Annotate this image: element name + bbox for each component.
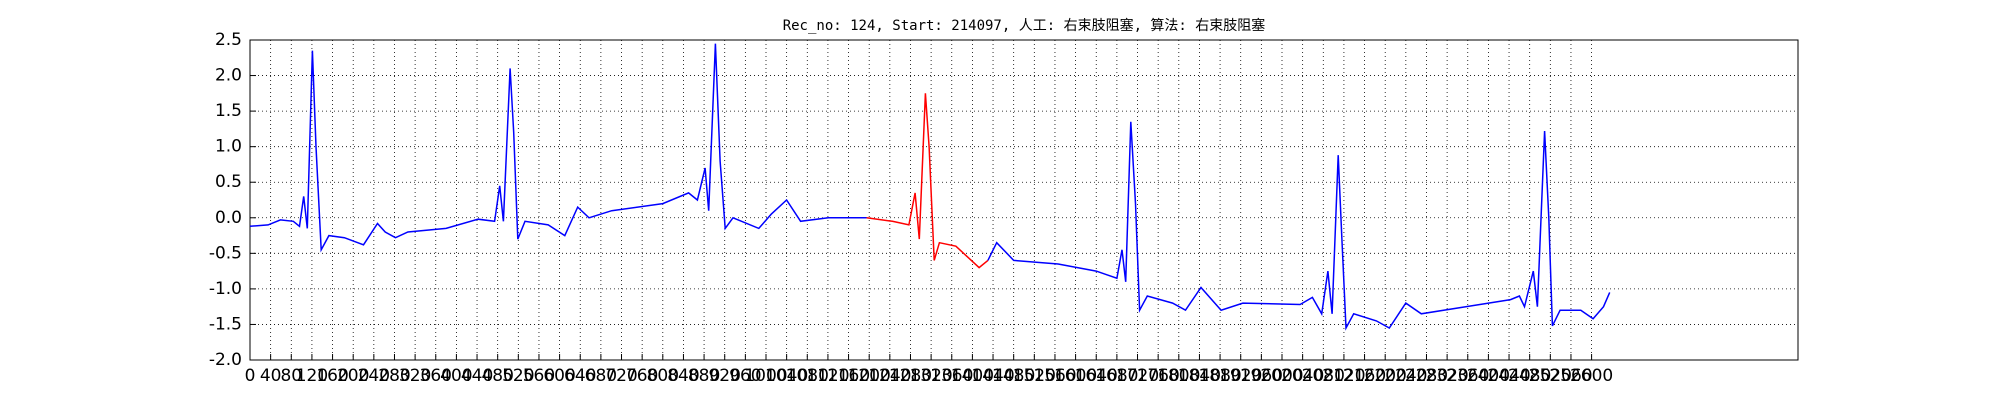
signal-line bbox=[866, 93, 989, 269]
x-tick-label: 1600 bbox=[1054, 366, 1097, 386]
x-tick-label: 600 bbox=[543, 366, 575, 386]
y-tick-label: 2.0 bbox=[215, 66, 242, 86]
y-tick-label: 0.5 bbox=[215, 172, 242, 192]
x-tick-label: 880 bbox=[688, 366, 720, 386]
x-tick-label: 400 bbox=[440, 366, 472, 386]
x-tick-label: 1840 bbox=[1178, 366, 1221, 386]
x-tick-label: 800 bbox=[647, 366, 679, 386]
x-tick-label: 2040 bbox=[1281, 366, 1324, 386]
x-tick-label: 200 bbox=[337, 366, 369, 386]
x-tick-label: 2440 bbox=[1487, 366, 1530, 386]
chart-title: Rec_no: 124, Start: 214097, 人工: 右束肢阻塞, 算… bbox=[783, 17, 1266, 34]
x-tick-label: 2000 bbox=[1260, 366, 1303, 386]
x-tick-label: 2280 bbox=[1405, 366, 1448, 386]
x-tick-label: 2200 bbox=[1364, 366, 1407, 386]
x-tick-label: 2360 bbox=[1446, 366, 1489, 386]
x-tick-label: 2560 bbox=[1549, 366, 1592, 386]
x-tick-label: 1640 bbox=[1075, 366, 1118, 386]
y-tick-label: 0.0 bbox=[215, 208, 242, 228]
x-tick-label: 2120 bbox=[1322, 366, 1365, 386]
y-tick-label: -0.5 bbox=[209, 243, 242, 263]
x-tick-label: 160 bbox=[316, 366, 348, 386]
x-tick-label: 1200 bbox=[848, 366, 891, 386]
x-tick-label: 480 bbox=[481, 366, 513, 386]
x-tick-label: 840 bbox=[667, 366, 699, 386]
y-tick-label: 1.5 bbox=[215, 101, 242, 121]
x-tick-label: 40 bbox=[260, 366, 282, 386]
signal-line bbox=[987, 121, 1611, 331]
y-tick-label: -2.0 bbox=[209, 350, 242, 370]
x-tick-label: 1480 bbox=[992, 366, 1035, 386]
x-tick-label: 1040 bbox=[765, 366, 808, 386]
x-tick-label: 1960 bbox=[1240, 366, 1283, 386]
x-tick-label: 1920 bbox=[1219, 366, 1262, 386]
x-tick-label: 1160 bbox=[827, 366, 870, 386]
y-tick-label: -1.0 bbox=[209, 279, 242, 299]
x-tick-label: 120 bbox=[296, 366, 328, 386]
x-tick-label: 1800 bbox=[1157, 366, 1200, 386]
x-tick-label: 360 bbox=[420, 366, 452, 386]
x-tick-label: 1760 bbox=[1137, 366, 1180, 386]
x-tick-label: 1320 bbox=[909, 366, 952, 386]
x-tick-label: 80 bbox=[280, 366, 302, 386]
x-tick-label: 2480 bbox=[1508, 366, 1551, 386]
x-tick-label: 1720 bbox=[1116, 366, 1159, 386]
x-tick-label: 1360 bbox=[930, 366, 973, 386]
x-tick-label: 720 bbox=[605, 366, 637, 386]
x-tick-label: 320 bbox=[399, 366, 431, 386]
x-tick-label: 280 bbox=[378, 366, 410, 386]
x-tick-label: 1280 bbox=[889, 366, 932, 386]
x-tick-label: 2080 bbox=[1302, 366, 1345, 386]
x-tick-label: 560 bbox=[523, 366, 555, 386]
x-tick-label: 2240 bbox=[1384, 366, 1427, 386]
x-tick-label: 1880 bbox=[1198, 366, 1241, 386]
x-tick-label: 1520 bbox=[1013, 366, 1056, 386]
x-tick-label: 2600 bbox=[1570, 366, 1613, 386]
x-tick-label: 1240 bbox=[868, 366, 911, 386]
y-tick-label: -1.5 bbox=[209, 314, 242, 334]
x-tick-label: 640 bbox=[564, 366, 596, 386]
y-tick-label: 1.0 bbox=[215, 137, 242, 157]
x-tick-label: 1120 bbox=[806, 366, 849, 386]
x-tick-label: 240 bbox=[358, 366, 390, 386]
signal-line bbox=[249, 43, 867, 253]
x-tick-label: 1000 bbox=[744, 366, 787, 386]
x-tick-label: 1400 bbox=[951, 366, 994, 386]
x-tick-label: 2400 bbox=[1467, 366, 1510, 386]
x-tick-label: 960 bbox=[729, 366, 761, 386]
x-tick-label: 2160 bbox=[1343, 366, 1386, 386]
x-tick-label: 440 bbox=[461, 366, 493, 386]
x-tick-label: 2320 bbox=[1425, 366, 1468, 386]
x-tick-label: 1560 bbox=[1033, 366, 1076, 386]
x-tick-label: 680 bbox=[585, 366, 617, 386]
x-tick-label: 1080 bbox=[786, 366, 829, 386]
plot-frame bbox=[249, 39, 1799, 361]
x-tick-label: 920 bbox=[708, 366, 740, 386]
x-tick-label: 760 bbox=[626, 366, 658, 386]
y-tick-label: 2.5 bbox=[215, 30, 242, 50]
x-tick-label: 1440 bbox=[971, 366, 1014, 386]
x-tick-label: 1680 bbox=[1095, 366, 1138, 386]
x-tick-label: 2520 bbox=[1529, 366, 1572, 386]
x-tick-label: 0 bbox=[245, 366, 256, 386]
x-tick-label: 520 bbox=[502, 366, 534, 386]
